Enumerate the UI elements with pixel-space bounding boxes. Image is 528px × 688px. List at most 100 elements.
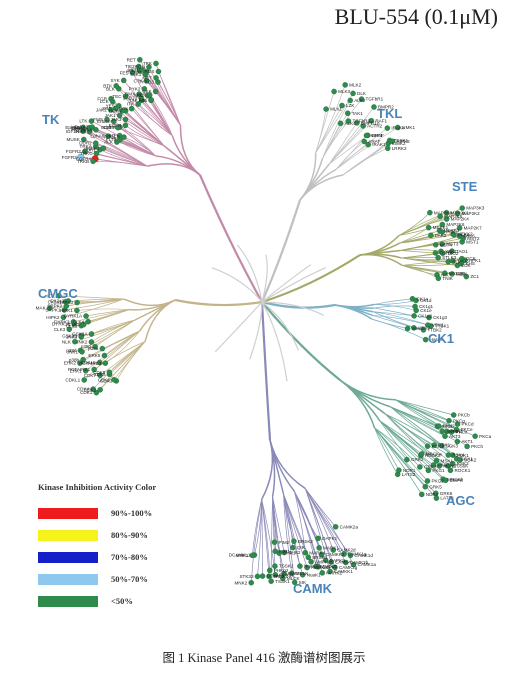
leaf-branch (81, 319, 135, 353)
kinase-label: ZAP70 (123, 95, 137, 100)
kinase-node-erbb2 (111, 118, 117, 125)
kinase-label: PKCd (462, 422, 474, 427)
kinase-node-mak (46, 305, 53, 311)
kinase-label: AKT3 (449, 434, 461, 439)
kinase-node-pkcb (450, 412, 457, 418)
kinase-node-irak4 (384, 125, 391, 131)
leaf-branch (399, 234, 455, 244)
leaf-branch (322, 100, 351, 159)
kinase-label: Haspin (430, 337, 445, 342)
kinase-label: MARK4 (309, 550, 325, 555)
kinase-node-map3k3 (459, 205, 465, 211)
subfamily-branch (339, 379, 376, 428)
kinase-label: MAP3K8 (434, 210, 453, 215)
kinase-node-p38a (99, 345, 106, 352)
leaf-branch (373, 305, 416, 309)
leaf-branch (390, 406, 446, 437)
kinase-label: MAP2K2 (462, 211, 481, 216)
kinase-node-tgfbr1 (358, 96, 365, 102)
kinase-node-vrk1 (425, 322, 431, 328)
kinase-node-trkb (90, 158, 96, 165)
kinase-label: EphB2 (65, 125, 79, 130)
family-label-ck1: CK1 (428, 331, 454, 346)
kinase-label: CHK1 (283, 551, 296, 556)
kinase-label: LRRK2 (392, 146, 407, 151)
kinase-label: KIT (108, 133, 115, 138)
kinase-label: DLK (357, 91, 367, 96)
kinase-label: MST1 (466, 239, 479, 244)
kinase-node-btk (113, 83, 119, 89)
kinase-node-camk2d (330, 547, 336, 553)
kinase-label: MSK2 (443, 464, 456, 469)
leaf-branch (107, 135, 156, 157)
kinase-label: TGFbR1 (366, 97, 384, 102)
leaf-branch (372, 315, 415, 329)
kinase-node-araf (361, 138, 368, 145)
leaf-branch (374, 427, 437, 499)
kinase-label: GRK5 (429, 484, 442, 489)
leaf-branch (250, 499, 263, 583)
kinase-label: ICK (47, 293, 56, 298)
kinase-node-ck1g2 (411, 313, 417, 319)
kinase-node-camkk2 (318, 551, 325, 558)
legend-item: <50% (38, 590, 228, 612)
leaf-branch (49, 298, 124, 309)
kinase-label: PKN2 (443, 424, 455, 429)
family-trunk (261, 300, 336, 309)
kinase-node-mst3 (439, 241, 445, 247)
kinase-node-p38b (80, 356, 86, 363)
kinase-node-sgk2 (457, 457, 463, 463)
kinase-node-akt2 (439, 428, 445, 434)
kinase-node-zap70 (138, 95, 144, 101)
subfamily-branch (334, 304, 373, 320)
kinase-label: TAO1 (456, 249, 468, 254)
kinase-label: PKA (437, 463, 447, 468)
kinase-node-phkg1 (272, 572, 279, 578)
kinase-node-pkg1 (425, 467, 432, 474)
kinase-node-itk (135, 101, 141, 107)
kinase-node-ck1g3 (426, 314, 432, 321)
kinase-label: BRAF (372, 133, 384, 138)
kinase-label: CK1d (420, 298, 432, 303)
kinase-label: JAK3 (111, 117, 122, 122)
activity-legend: Kinase Inhibition Activity Color 90%-100… (38, 482, 228, 612)
family-label-ste: STE (452, 179, 478, 194)
kinase-label: MLK1 (330, 107, 342, 112)
kinase-label: LATS2 (402, 472, 416, 477)
kinase-label: PAK4 (458, 232, 470, 237)
page-title: BLU-554 (0.1μM) (334, 4, 498, 29)
leaf-branch (374, 427, 421, 468)
leaf-branch (315, 105, 343, 154)
kinase-node-cdk7 (97, 372, 103, 379)
kinase-label: MAP2K4 (451, 217, 470, 222)
leaf-branch (373, 311, 424, 331)
leaf-branch (123, 80, 173, 136)
kinase-label: MELK (296, 571, 309, 576)
kinase-label: CSFR (103, 125, 116, 130)
kinase-label: MINK (456, 272, 468, 277)
kinase-label: AMPKa1 (315, 559, 334, 564)
kinase-label: PKCb (458, 413, 470, 418)
kinase-node-grk3 (417, 464, 423, 470)
kinase-label: TRKC (80, 151, 93, 156)
kinase-label: HIPK2 (46, 315, 60, 320)
leaf-branch (155, 63, 181, 126)
kinase-label: JNK2 (76, 340, 88, 345)
kinase-node-camk1a (350, 561, 357, 568)
family-label-camk: CAMK (293, 581, 333, 596)
kinase-label: OSR1 (439, 251, 452, 256)
leaf-branch (113, 121, 156, 157)
kinase-label: PKCz (456, 430, 468, 435)
kinase-label: TXK (129, 98, 139, 103)
kinase-label: MET (142, 75, 152, 80)
kinase-node-mer (139, 67, 146, 73)
kinase-label: JNK1 (67, 349, 79, 354)
kinase-node-mst2 (460, 235, 467, 242)
kinase-label: QIK (297, 545, 306, 550)
kinase-node-actr2 (360, 123, 366, 129)
kinase-label: AKT2 (446, 429, 458, 434)
kinase-node-fes (129, 69, 136, 76)
kinase-label: DYRK1B (52, 321, 70, 326)
kinase-label: TAO2 (447, 251, 459, 256)
